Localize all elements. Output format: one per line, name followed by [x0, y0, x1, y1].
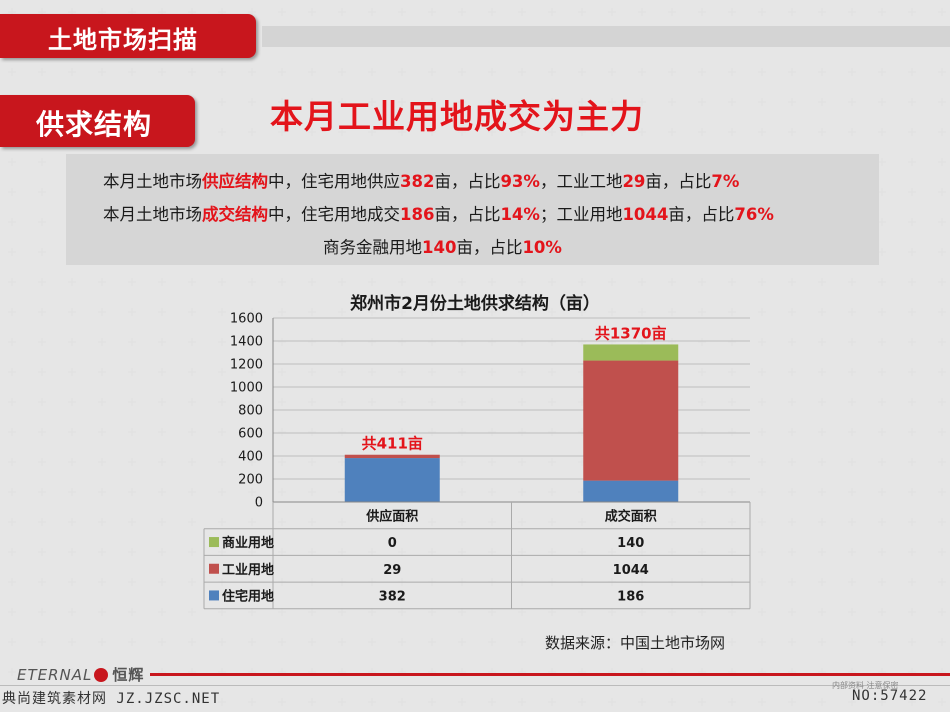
x-category-label: 供应面积 — [365, 508, 418, 524]
summary-highlight: 76% — [734, 205, 774, 224]
logo-cn: 恒辉 — [112, 666, 145, 684]
header-gray-bar — [262, 26, 950, 47]
summary-text: 亩，占比 — [456, 238, 523, 257]
y-tick-label: 200 — [238, 473, 263, 488]
summary-text: 亩，占比 — [434, 172, 501, 191]
summary-highlight: 供应结构 — [202, 172, 268, 191]
company-logo: ETERNAL 恒辉 — [17, 664, 144, 685]
y-tick-label: 1600 — [230, 312, 263, 327]
bar-segment-商业用地 — [583, 344, 679, 361]
data-source-note: 数据来源：中国土地市场网 — [545, 634, 726, 652]
summary-text: 亩，占比 — [645, 172, 712, 191]
legend-swatch — [209, 563, 219, 574]
section-header-title: 土地市场扫描 — [48, 26, 198, 54]
logo-text: ETERNAL — [17, 666, 93, 684]
legend-label: 商业用地 — [222, 535, 274, 551]
y-tick-label: 800 — [238, 404, 263, 419]
summary-highlight: 10% — [522, 238, 562, 257]
table-value: 1044 — [613, 563, 649, 578]
summary-highlight: 7% — [711, 172, 740, 191]
summary-highlight: 93% — [500, 172, 540, 191]
summary-highlight: 成交结构 — [202, 205, 268, 224]
x-category-label: 成交面积 — [605, 508, 657, 524]
y-tick-label: 600 — [238, 427, 263, 442]
y-tick-label: 1000 — [230, 381, 263, 396]
bar-segment-工业用地 — [583, 360, 679, 481]
y-tick-label: 1200 — [230, 358, 263, 373]
summary-text: 本月土地市场 — [103, 205, 202, 224]
summary-text: ，工业工地 — [539, 172, 623, 191]
y-tick-label: 1400 — [230, 335, 263, 350]
summary-text: ；工业用地 — [539, 205, 623, 224]
section-header-tab: 土地市场扫描 — [0, 14, 256, 58]
subsection-tab: 供求结构 — [0, 95, 195, 147]
summary-text: 中，住宅用地成交 — [268, 205, 400, 224]
footer-confidential-note: 内部资料 注意保密 — [832, 681, 899, 690]
summary-box — [66, 154, 879, 265]
summary-line-3: 商务金融用地140亩，占比10% — [323, 234, 562, 258]
total-label: 共1370亩 — [595, 324, 667, 342]
summary-highlight: 140 — [422, 238, 457, 257]
y-tick-label: 0 — [255, 496, 263, 511]
summary-text: 亩，占比 — [434, 205, 501, 224]
table-value: 186 — [617, 589, 644, 604]
logo-circle-icon — [94, 668, 109, 682]
summary-highlight: 186 — [400, 205, 435, 224]
summary-line-1: 本月土地市场供应结构中，住宅用地供应382亩，占比93%，工业工地29亩，占比7… — [103, 168, 739, 192]
footer-gray-line — [0, 685, 950, 686]
legend-swatch — [209, 590, 219, 601]
table-value: 29 — [383, 563, 401, 578]
subsection-title: 供求结构 — [36, 108, 153, 141]
legend-label: 住宅用地 — [222, 588, 274, 604]
chart-title: 郑州市2月份土地供求结构（亩） — [350, 294, 600, 314]
table-value: 0 — [388, 536, 397, 551]
bar-segment-工业用地 — [344, 454, 440, 459]
y-tick-label: 400 — [238, 450, 263, 465]
table-value: 140 — [617, 536, 644, 551]
legend-swatch — [209, 537, 219, 548]
table-value: 382 — [379, 589, 406, 604]
watermark-left: 典尚建筑素材网 JZ.JZSC.NET — [2, 691, 221, 707]
summary-highlight: 14% — [500, 205, 540, 224]
total-label: 共411亩 — [362, 435, 423, 453]
summary-text: 中，住宅用地供应 — [268, 172, 400, 191]
summary-highlight: 1044 — [622, 205, 669, 224]
summary-highlight: 29 — [622, 172, 646, 191]
footer-red-line — [150, 673, 950, 676]
summary-highlight: 382 — [400, 172, 435, 191]
summary-text: 亩，占比 — [668, 205, 735, 224]
bar-segment-住宅用地 — [344, 458, 440, 502]
headline: 本月工业用地成交为主力 — [270, 97, 644, 136]
watermark-right: NO:57422 — [852, 688, 928, 704]
summary-text: 商务金融用地 — [323, 238, 422, 257]
bar-segment-住宅用地 — [583, 480, 679, 502]
summary-text: 本月土地市场 — [103, 172, 202, 191]
summary-line-2: 本月土地市场成交结构中，住宅用地成交186亩，占比14%；工业用地1044亩，占… — [103, 201, 774, 225]
legend-label: 工业用地 — [222, 562, 274, 578]
